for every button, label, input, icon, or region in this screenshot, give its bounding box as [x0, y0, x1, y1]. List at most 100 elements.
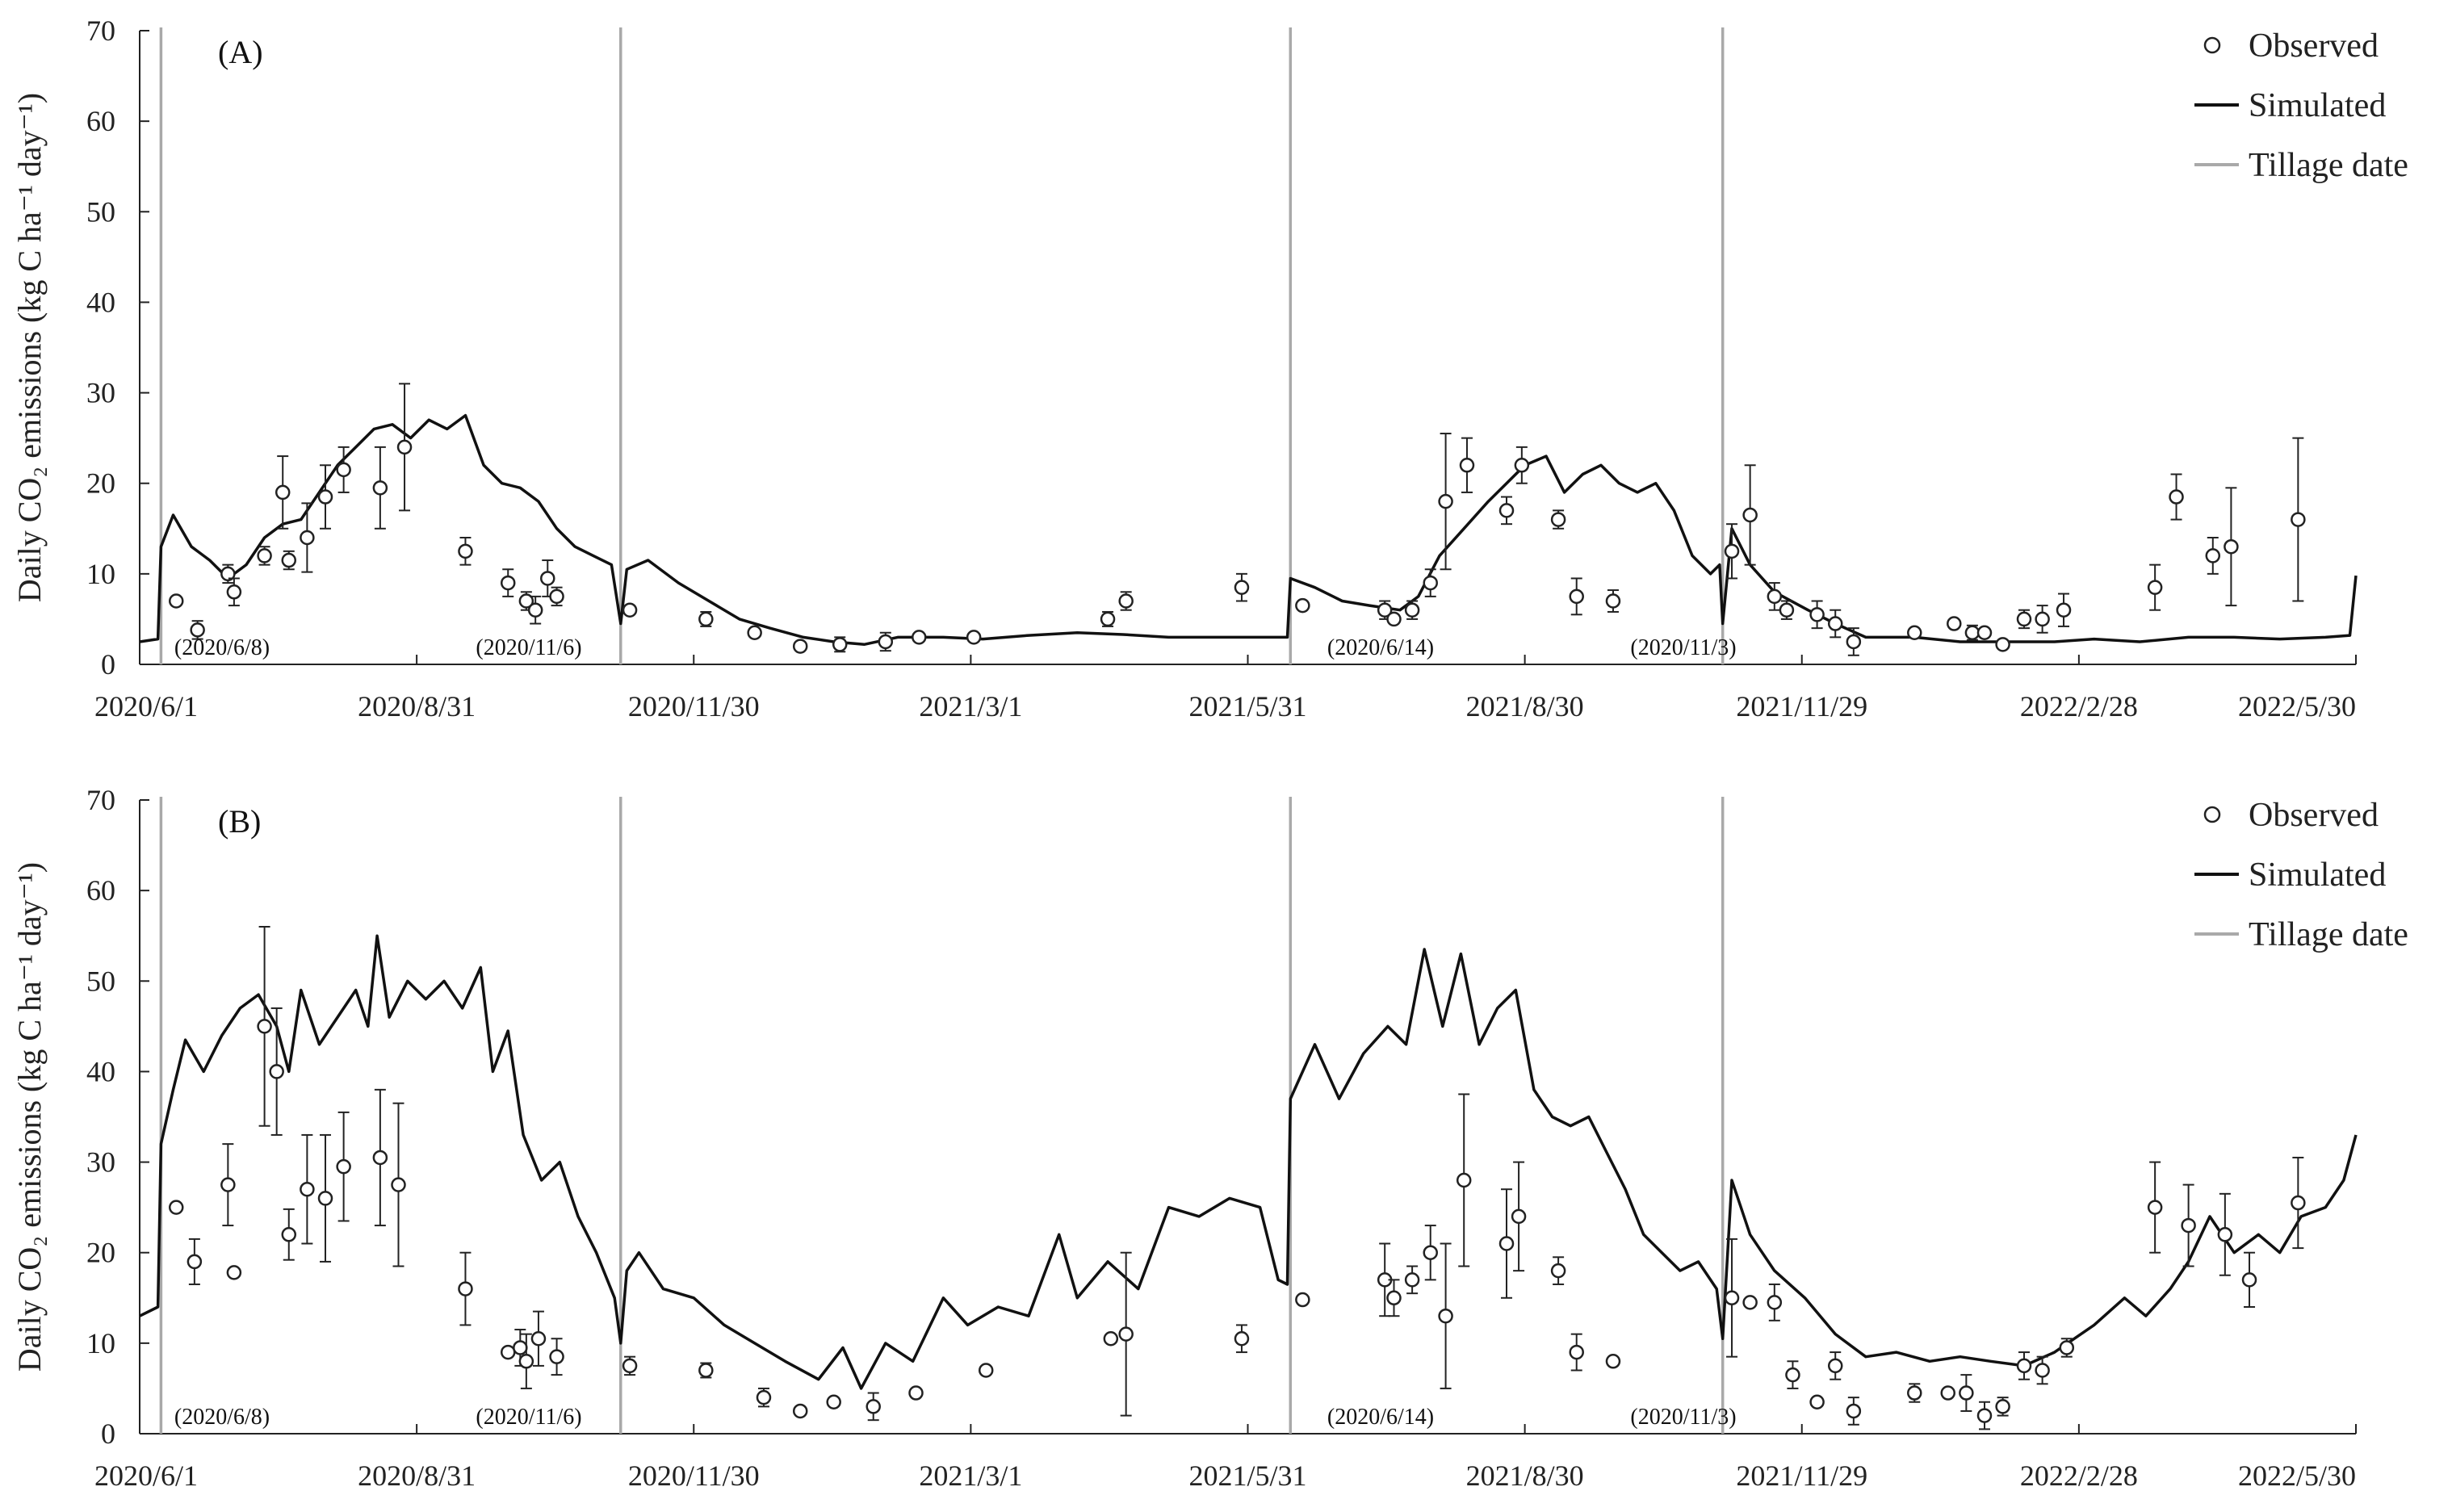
- observed-point: [1976, 1408, 1993, 1423]
- observed-point: [832, 637, 848, 652]
- observed-point: [336, 1158, 351, 1175]
- simulated-line: [139, 934, 2358, 1390]
- observed-point: [300, 1181, 315, 1197]
- y-tick-label: 20: [86, 467, 115, 500]
- observed-point: [1103, 1331, 1119, 1347]
- observed-point: [1386, 611, 1402, 627]
- y-tick-label: 0: [101, 648, 115, 681]
- x-tick-label: 2022/2/28: [2020, 690, 2138, 722]
- x-tick-label: 2020/8/31: [358, 690, 476, 722]
- observed-point: [1742, 507, 1758, 523]
- observed-point: [1995, 637, 2010, 652]
- y-tick-label: 40: [86, 1055, 115, 1087]
- legend-observed-label: Observed: [2249, 797, 2379, 834]
- panel-b: 0 10 20 30 40 50 60 70 2020/6/1 2020/8/31 2020/11/…: [11, 784, 2408, 1492]
- observed-point: [978, 1363, 994, 1378]
- observed-point: [1100, 611, 1116, 627]
- observed-point: [1767, 588, 1783, 605]
- y-tick-label: 60: [86, 874, 115, 907]
- observed-point: [372, 1150, 388, 1166]
- observed-point: [540, 571, 555, 586]
- observed-point: [257, 548, 272, 563]
- observed-point: [1809, 607, 1825, 622]
- observed-point: [1907, 625, 1922, 640]
- observed-point: [2056, 602, 2072, 618]
- observed-point: [396, 439, 413, 455]
- observed-point: [1779, 602, 1795, 618]
- observed-point: [1386, 1290, 1402, 1306]
- observed-point: [2147, 1200, 2163, 1215]
- observed-point: [269, 1064, 284, 1079]
- x-tick-label: 2020/11/30: [628, 1460, 760, 1492]
- x-tick-label: 2021/5/31: [1188, 690, 1306, 722]
- observed-point: [391, 1177, 406, 1192]
- observed-point: [747, 625, 762, 640]
- tillage-date-label: (2020/6/14): [1327, 635, 1434, 660]
- legend-tillage-label: Tillage date: [2249, 147, 2408, 184]
- observed-point: [1605, 1354, 1621, 1369]
- y-tick-label: 20: [86, 1237, 115, 1269]
- x-tick-label: 2021/5/31: [1188, 1460, 1306, 1492]
- observed-point: [622, 602, 638, 618]
- observed-point: [1234, 580, 1250, 595]
- observed-point: [458, 1281, 473, 1296]
- observed-point: [1724, 543, 1740, 559]
- observed-point: [168, 593, 184, 609]
- observed-point: [257, 1019, 272, 1034]
- observed-point: [1724, 1290, 1740, 1306]
- observed-point: [1767, 1295, 1783, 1310]
- observed-point: [1940, 1385, 1955, 1401]
- observed-point: [336, 462, 351, 478]
- observed-point: [190, 622, 205, 638]
- observed-point: [281, 1227, 297, 1242]
- y-tick-label: 10: [86, 1327, 115, 1359]
- legend-observed-marker: [2203, 36, 2221, 54]
- observed-point: [826, 1394, 841, 1409]
- observed-point: [549, 588, 564, 605]
- observed-point: [275, 484, 291, 501]
- observed-point: [1118, 593, 1134, 609]
- observed-point: [1295, 1292, 1310, 1308]
- observed-point: [866, 1399, 881, 1414]
- observed-point: [1511, 1208, 1527, 1225]
- observed-point: [1569, 1344, 1584, 1360]
- observed-point: [226, 1265, 242, 1280]
- observed-point: [500, 1344, 516, 1360]
- x-tick-label: 2021/3/1: [919, 690, 1022, 722]
- y-tick-label: 30: [86, 1146, 115, 1179]
- observed-point: [1438, 493, 1453, 509]
- tillage-date-label: (2020/11/6): [476, 1405, 581, 1430]
- observed-point: [168, 1200, 184, 1215]
- y-tick-label: 0: [101, 1418, 115, 1450]
- observed-point: [317, 1191, 333, 1206]
- x-tick-label: 2021/8/30: [1466, 690, 1584, 722]
- observed-point: [792, 1403, 808, 1419]
- tillage-date-label: (2020/11/3): [1630, 635, 1736, 660]
- observed-point: [966, 630, 982, 645]
- observed-point: [1742, 1295, 1758, 1310]
- observed-point: [1809, 1394, 1825, 1409]
- observed-point: [300, 530, 315, 546]
- observed-point: [2217, 1227, 2233, 1242]
- y-tick-label: 70: [86, 784, 115, 816]
- observed-point: [1404, 602, 1420, 618]
- observed-point: [1959, 1385, 1974, 1401]
- observed-point: [187, 1254, 203, 1270]
- y-tick-label: 60: [86, 105, 115, 137]
- y-axis-label: Daily CO₂ emissions (kg C ha⁻¹ day⁻¹): [11, 862, 48, 1372]
- tillage-date-label: (2020/6/8): [174, 635, 270, 660]
- observed-point: [2181, 1217, 2196, 1233]
- tillage-date-label: (2020/11/6): [476, 635, 581, 660]
- observed-point: [2241, 1272, 2257, 1288]
- observed-point: [2059, 1340, 2075, 1355]
- y-tick-label: 10: [86, 558, 115, 590]
- x-tick-label: 2020/6/1: [94, 1460, 198, 1492]
- y-axis-label: Daily CO₂ emissions (kg C ha⁻¹ day⁻¹): [11, 93, 48, 602]
- observed-point: [220, 1177, 236, 1192]
- observed-point: [317, 489, 333, 505]
- observed-point: [878, 634, 894, 650]
- observed-point: [1498, 1236, 1515, 1251]
- x-tick-label: 2020/8/31: [358, 1460, 476, 1492]
- observed-point: [2224, 538, 2239, 555]
- tillage-date-label: (2020/6/14): [1327, 1405, 1434, 1430]
